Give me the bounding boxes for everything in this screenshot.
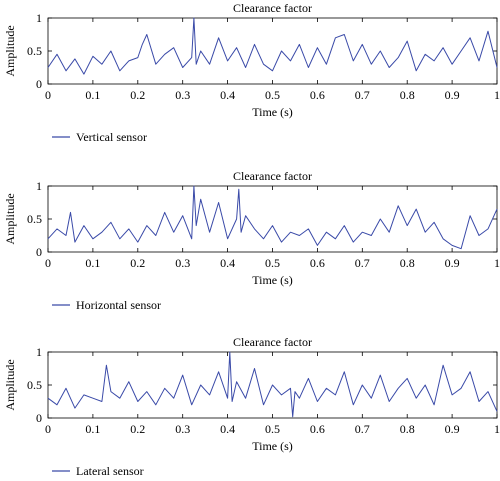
x-tick-label: 0.2 <box>130 88 145 102</box>
chart-panel-3: Clearance factor 0 0.1 0.2 0.3 0.4 0.5 0.6 0.7 0.… <box>3 335 500 478</box>
x-tick-label: 0.8 <box>400 88 415 102</box>
y-tick-label: 0 <box>36 77 42 91</box>
plot-frame <box>47 17 498 85</box>
x-tick-label: 0 <box>45 422 51 436</box>
x-tick-label: 0 <box>45 256 51 270</box>
x-axis-label: Time (s) <box>252 105 293 119</box>
y-axis-label: Amplitude <box>3 193 17 244</box>
x-tick-label: 0.8 <box>400 422 415 436</box>
x-tick-label: 0.6 <box>310 422 325 436</box>
x-tick-label: 0.1 <box>85 88 100 102</box>
x-tick-label: 0.1 <box>85 256 100 270</box>
x-tick-label: 0.4 <box>220 88 235 102</box>
legend-label: Horizontal sensor <box>76 298 161 312</box>
chart-title: Clearance factor <box>233 335 312 349</box>
y-axis-label: Amplitude <box>3 359 17 410</box>
y-tick-label: 0 <box>36 245 42 259</box>
x-tick-label: 0.2 <box>130 256 145 270</box>
y-tick-label: 0.5 <box>27 212 42 226</box>
x-tick-label: 0.7 <box>355 422 370 436</box>
y-tick-label: 1 <box>36 11 42 25</box>
chart-panel-1: Clearance factor 0 0.1 0.2 0.3 0.4 0.5 0.6 0.7 0.… <box>3 1 500 144</box>
y-tick-label: 0.5 <box>27 44 42 58</box>
x-tick-label: 0.9 <box>445 422 460 436</box>
x-tick-label: 0.7 <box>355 88 370 102</box>
plot-frame <box>47 185 498 253</box>
series-line-vertical-sensor <box>47 17 498 75</box>
x-tick-label: 0.9 <box>445 88 460 102</box>
legend-label: Vertical sensor <box>76 130 147 144</box>
x-tick-label: 0.5 <box>265 422 280 436</box>
x-tick-label: 1 <box>494 422 500 436</box>
y-tick-label: 0.5 <box>27 378 42 392</box>
series-line-lateral-sensor <box>47 351 498 418</box>
y-tick-label: 1 <box>36 345 42 359</box>
y-tick-label: 0 <box>36 411 42 425</box>
x-tick-label: 0.9 <box>445 256 460 270</box>
x-axis-label: Time (s) <box>252 439 293 453</box>
chart-title: Clearance factor <box>233 169 312 183</box>
x-tick-label: 0.7 <box>355 256 370 270</box>
x-tick-label: 0.6 <box>310 256 325 270</box>
y-axis-label: Amplitude <box>3 25 17 76</box>
x-tick-label: 0 <box>45 88 51 102</box>
x-tick-label: 0.2 <box>130 422 145 436</box>
x-tick-label: 0.4 <box>220 256 235 270</box>
x-tick-label: 0.8 <box>400 256 415 270</box>
x-tick-label: 0.3 <box>175 88 190 102</box>
chart-title: Clearance factor <box>233 1 312 15</box>
x-tick-label: 0.1 <box>85 422 100 436</box>
x-tick-label: 0.5 <box>265 256 280 270</box>
x-tick-label: 1 <box>494 256 500 270</box>
legend-label: Lateral sensor <box>76 464 144 478</box>
x-tick-label: 0.3 <box>175 422 190 436</box>
x-tick-label: 1 <box>494 88 500 102</box>
x-tick-label: 0.4 <box>220 422 235 436</box>
x-axis-label: Time (s) <box>252 273 293 287</box>
series-line-horizontal-sensor <box>47 185 498 250</box>
x-tick-label: 0.6 <box>310 88 325 102</box>
y-tick-label: 1 <box>36 179 42 193</box>
chart-panel-2: Clearance factor 0 0.1 0.2 0.3 0.4 0.5 0.6 0.7 0.… <box>3 169 500 312</box>
x-tick-label: 0.3 <box>175 256 190 270</box>
x-tick-label: 0.5 <box>265 88 280 102</box>
